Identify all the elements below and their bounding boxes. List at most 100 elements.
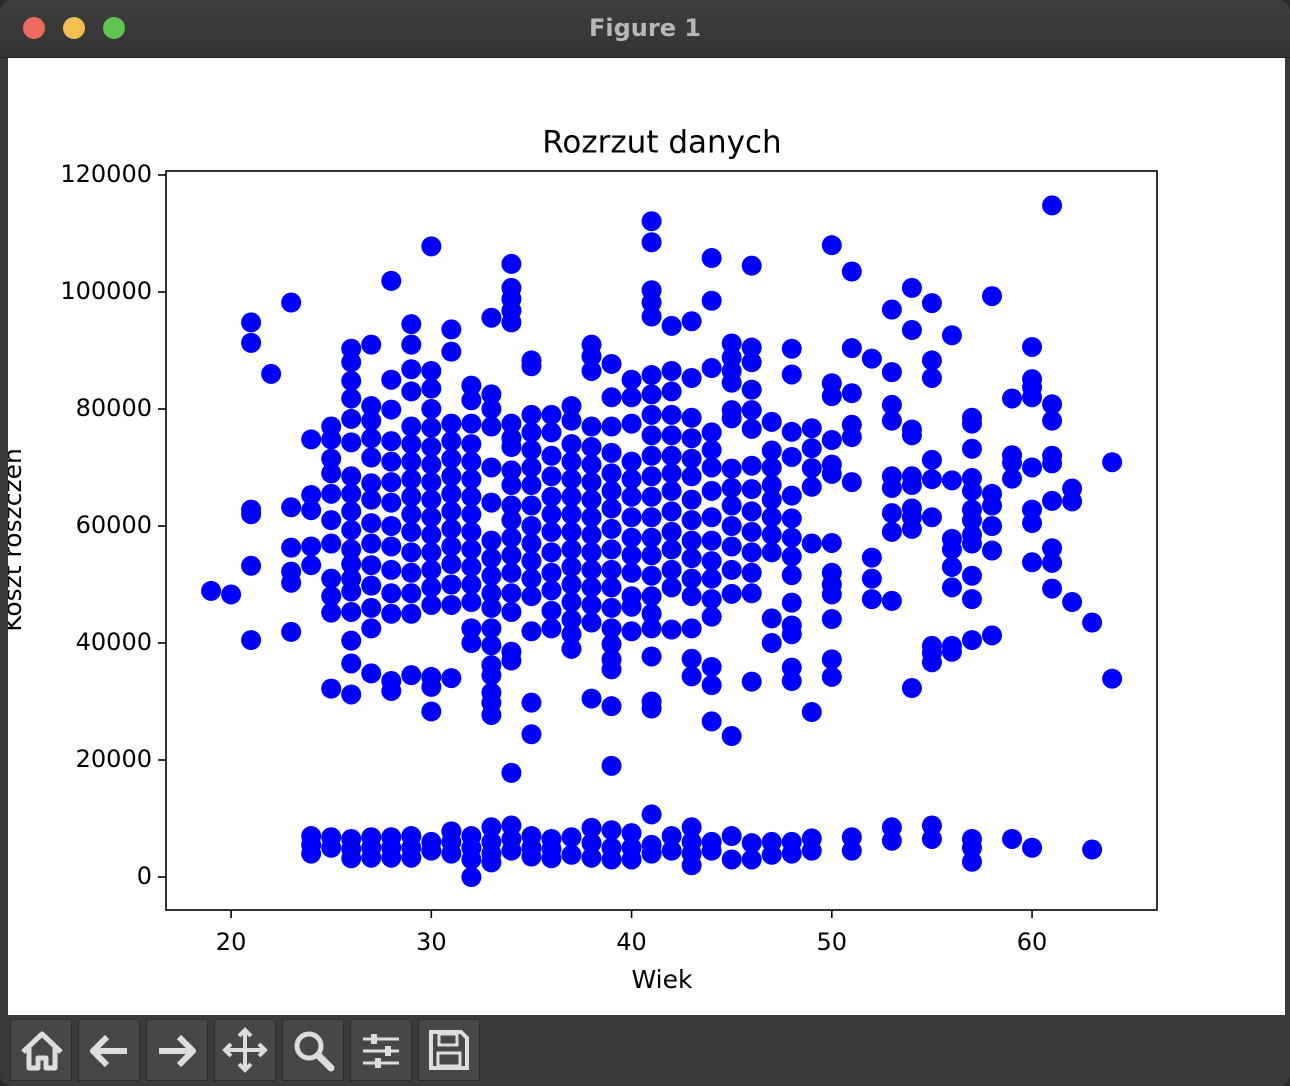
plot-frame	[165, 170, 1158, 911]
scatter-point	[501, 460, 522, 481]
scatter-point	[881, 477, 902, 498]
scatter-point	[641, 486, 662, 507]
zoom-tool-button[interactable]	[282, 1019, 344, 1081]
scatter-point	[661, 577, 682, 598]
minimize-button[interactable]	[63, 17, 85, 39]
scatter-point	[361, 533, 382, 554]
scatter-point	[901, 277, 922, 298]
forward-button[interactable]	[146, 1019, 208, 1081]
scatter-point	[541, 466, 562, 487]
scatter-point	[501, 495, 522, 516]
scatter-point	[401, 665, 422, 686]
scatter-point	[521, 515, 542, 536]
y-tick-label: 100000	[60, 277, 152, 305]
scatter-point	[661, 521, 682, 542]
scatter-point	[621, 369, 642, 390]
scatter-point	[401, 504, 422, 525]
scatter-point	[601, 480, 622, 501]
scatter-point	[661, 463, 682, 484]
scatter-point	[701, 606, 722, 627]
scatter-point	[301, 536, 322, 557]
scatter-point	[941, 641, 962, 662]
scatter-point	[1042, 538, 1063, 559]
scatter-point	[701, 422, 722, 443]
scatter-point	[581, 454, 602, 475]
scatter-point	[781, 565, 802, 586]
scatter-point	[1022, 513, 1043, 534]
scatter-point	[381, 492, 402, 513]
scatter-point	[421, 236, 442, 257]
scatter-point	[1022, 457, 1043, 478]
scatter-point	[501, 762, 522, 783]
forward-icon	[159, 1034, 196, 1068]
scatter-point	[401, 603, 422, 624]
scatter-point	[621, 387, 642, 408]
scatter-point	[421, 360, 442, 381]
scatter-point	[501, 510, 522, 531]
scatter-point	[721, 408, 742, 429]
scatter-point	[521, 457, 542, 478]
scatter-point	[561, 451, 582, 472]
scatter-point	[501, 437, 522, 458]
scatter-point	[461, 521, 482, 542]
scatter-point	[1102, 452, 1123, 473]
scatter-point	[921, 507, 942, 528]
configure-button[interactable]	[350, 1019, 412, 1081]
scatter-point	[741, 337, 762, 358]
scatter-point	[901, 678, 922, 699]
scatter-point	[561, 521, 582, 542]
scatter-point	[301, 555, 322, 576]
scatter-point	[921, 828, 942, 849]
scatter-point	[501, 475, 522, 496]
scatter-point	[401, 521, 422, 542]
scatter-point	[361, 396, 382, 417]
scatter-point	[961, 565, 982, 586]
save-button[interactable]	[418, 1019, 480, 1081]
scatter-point	[381, 472, 402, 493]
scatter-point	[421, 417, 442, 438]
scatter-point	[421, 398, 442, 419]
scatter-point	[701, 568, 722, 589]
scatter-point	[641, 306, 662, 327]
scatter-point	[341, 539, 362, 560]
home-button[interactable]	[10, 1019, 72, 1081]
scatter-point	[921, 367, 942, 388]
scatter-point	[641, 365, 662, 386]
scatter-point	[1062, 592, 1083, 613]
scatter-point	[601, 442, 622, 463]
scatter-point	[381, 536, 402, 557]
scatter-point	[281, 292, 302, 313]
chart-title: Rozrzut danych	[542, 125, 781, 161]
scatter-point	[781, 446, 802, 467]
scatter-point	[481, 307, 502, 328]
scatter-point	[941, 470, 962, 491]
scatter-point	[921, 469, 942, 490]
scatter-point	[601, 577, 622, 598]
scatter-point	[581, 416, 602, 437]
scatter-point	[1042, 578, 1063, 599]
scatter-point	[241, 504, 262, 525]
scatter-point	[401, 562, 422, 583]
scatter-point	[741, 479, 762, 500]
scatter-point	[541, 580, 562, 601]
scatter-point	[541, 404, 562, 425]
scatter-point	[781, 527, 802, 548]
scatter-point	[341, 601, 362, 622]
scatter-point	[661, 840, 682, 861]
scatter-point	[361, 334, 382, 355]
scatter-point	[521, 692, 542, 713]
zoom-button[interactable]	[103, 17, 125, 39]
scatter-point	[381, 399, 402, 420]
scatter-point	[781, 508, 802, 529]
scatter-point	[781, 338, 802, 359]
scatter-point	[201, 580, 222, 601]
pan-button[interactable]	[214, 1019, 276, 1081]
y-tick-label: 60000	[76, 511, 152, 539]
title-bar: Figure 1	[0, 0, 1290, 58]
back-button[interactable]	[78, 1019, 140, 1081]
scatter-point	[821, 463, 842, 484]
scatter-point	[761, 507, 782, 528]
close-button[interactable]	[23, 17, 45, 39]
scatter-point	[641, 843, 662, 864]
scatter-point	[681, 666, 702, 687]
